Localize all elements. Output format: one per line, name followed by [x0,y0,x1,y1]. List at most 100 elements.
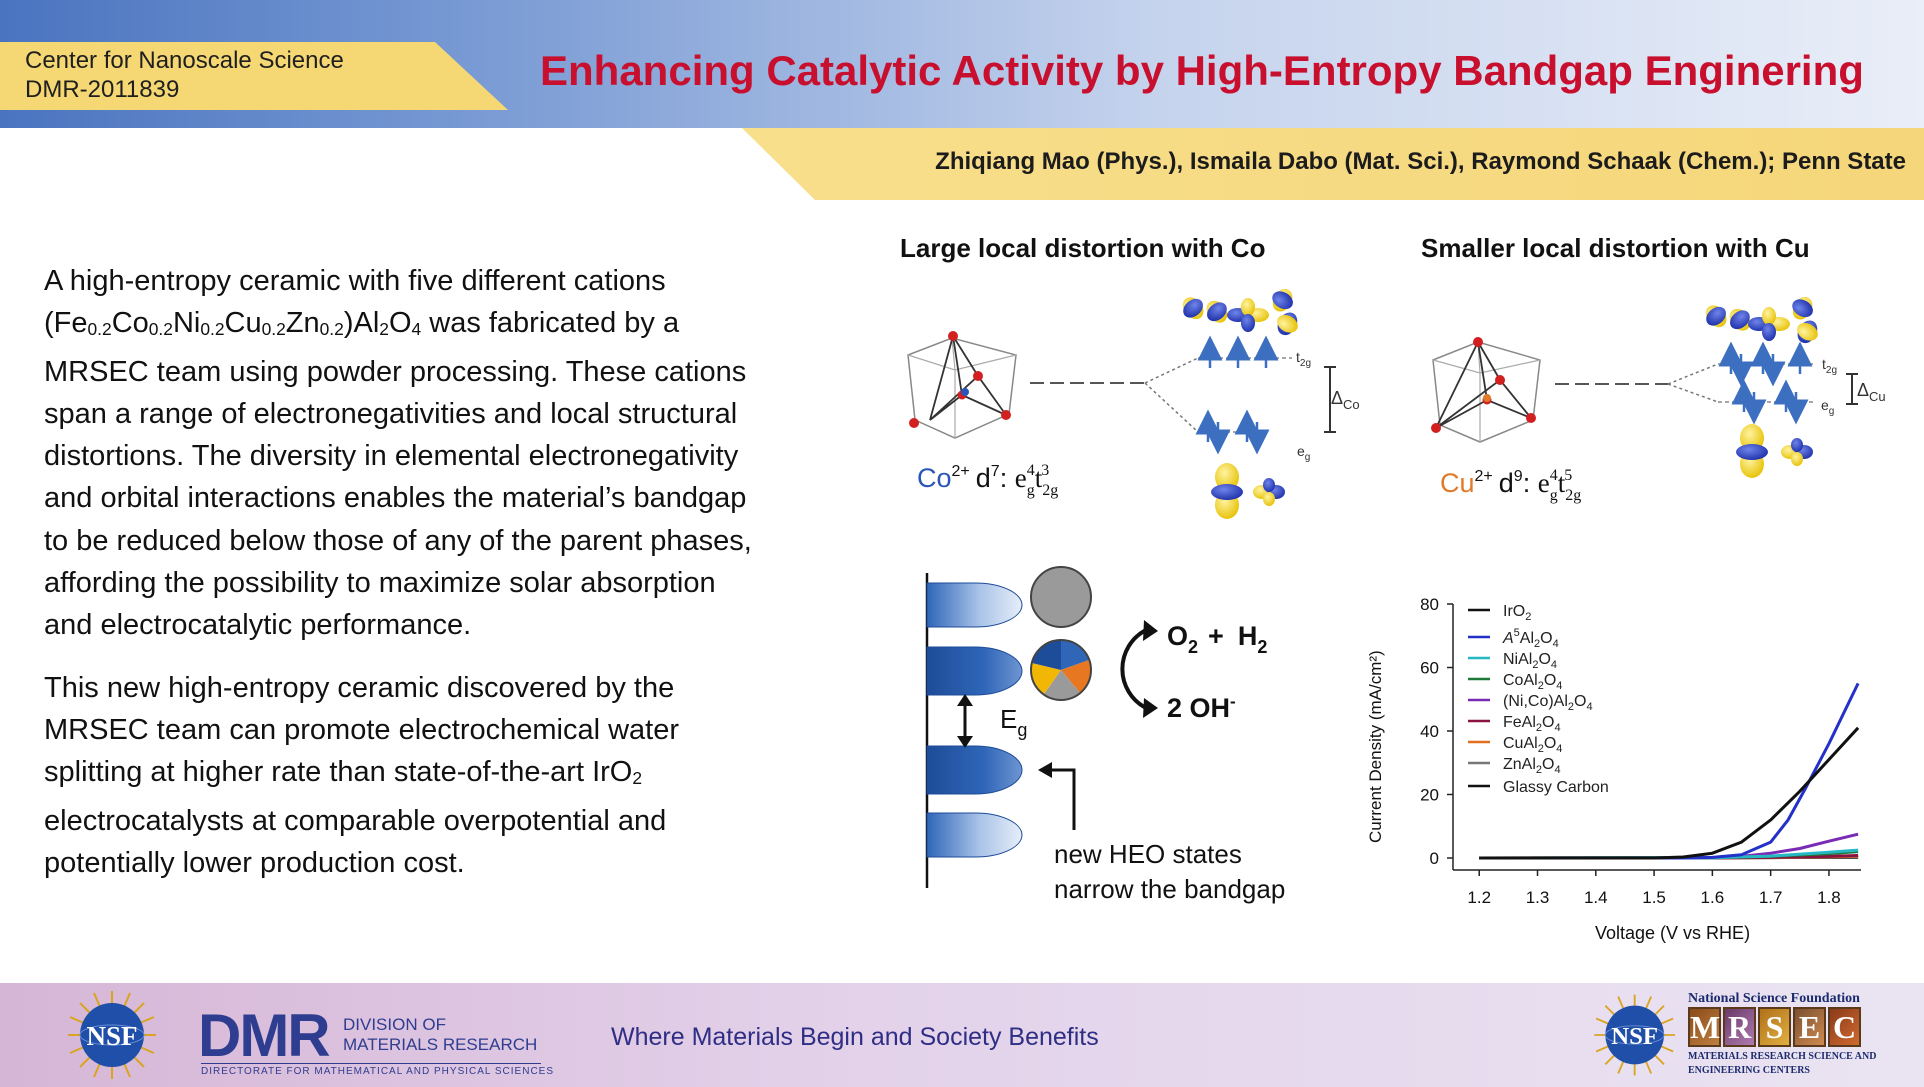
authors: Zhiqiang Mao (Phys.), Ismaila Dabo (Mat.… [935,148,1906,175]
upper-band [926,582,1023,628]
award-number: DMR-2011839 [25,76,180,103]
y-tick-label: 60 [1420,659,1439,678]
heo-line1: new HEO states [1054,839,1242,869]
p1-sub: 0.2 [261,319,286,340]
paragraph-1: A high-entropy ceramic with five differe… [44,260,764,647]
mrsec-letter-e: E [1793,1007,1826,1047]
heo-line2: narrow the bandgap [1054,874,1285,904]
p1-sub: 2 [379,319,389,340]
header-banner: Center for Nanoscale Science DMR-2011839… [0,0,1924,128]
current-density-chart: 1.2 1.3 1.4 1.5 1.6 1.7 1.8 0 20 40 60 80 Voltage (… [1366,595,1861,943]
delta-co: ΔCo [1331,388,1360,412]
cu-octahedron [1431,337,1541,443]
footer-banner: NSF DMR DIVISION OF MATERIALS RESEARCH D… [0,983,1924,1087]
center-name: Center for Nanoscale Science [25,47,344,74]
nsf-logo-right: NSF [1594,994,1675,1076]
series-line-a5al2o4 [1479,682,1860,860]
x-tick-label: 1.4 [1584,888,1608,907]
body-text: A high-entropy ceramic with five differe… [44,260,764,904]
x-tick-label: 1.3 [1526,888,1550,907]
legend-cual2o4: CuAl2O4 [1503,735,1562,755]
legend-feal2o4: FeAl2O4 [1503,714,1561,734]
p1-text-c: Ni [172,307,201,340]
mrsec-line2: ENGINEERING CENTERS [1688,1065,1810,1076]
series-line-iro2 [1479,726,1860,860]
co-octahedron [907,331,1017,439]
p1-sub: 0.2 [87,319,112,340]
p1-sub: 0.2 [200,319,225,340]
co-eg-orbitals [1211,463,1285,519]
cu-caption: Smaller local distortion with Cu [1421,233,1810,263]
slide-title: Enhancing Catalytic Activity by High-Ent… [540,47,1864,94]
dmr-line1: DIVISION OF [343,1015,446,1034]
dmr-directorate: DIRECTORATE FOR MATHEMATICAL AND PHYSICA… [201,1066,555,1077]
dmr-line2: MATERIALS RESEARCH [343,1035,538,1054]
p1-text-a: A high-entropy ceramic with five differe… [44,265,666,340]
nsf-logo-left: NSF [68,991,156,1079]
nsf-foundation-text: National Science Foundation [1688,991,1860,1006]
legend-nial2o4: NiAl2O4 [1503,651,1557,671]
y-tick-label: 0 [1430,849,1439,868]
co-caption: Large local distortion with Co [900,233,1266,263]
nsf-text: NSF [1611,1023,1658,1050]
legend-nicoal2o4: (Ni,Co)Al2O4 [1503,693,1593,713]
legend-a5al2o4: A5Al2O4 [1502,627,1559,650]
x-tick-label: 1.8 [1817,888,1841,907]
pie-atom [1030,639,1092,701]
p1-text-f: )Al [343,307,380,340]
chart-legend: IrO2 A5Al2O4 NiAl2O4 CoAl2O4 (Ni,Co)Al2O… [1468,603,1609,796]
y-axis-label: Current Density (mA/cm²) [1366,650,1385,843]
band-diagram: Eg O2 + H2 2 OH- new HEO states narrow the… [925,566,1285,904]
p1-text-e: Zn [285,307,320,340]
x-tick-label: 1.5 [1642,888,1666,907]
reaction-products: O2 + H2 [1167,621,1267,657]
grey-atom [1030,566,1092,628]
heo-lower-state [926,745,1023,795]
legend-glassy-carbon: Glassy Carbon [1503,779,1609,796]
mrsec-letter-s: S [1758,1007,1791,1047]
co-configuration: Co2+ d7: eg4t2g3 [917,462,1058,499]
legend-coal2o4: CoAl2O4 [1503,672,1562,692]
co-t2g-orbitals [1182,288,1298,336]
dmr-logo: DMR [198,1002,331,1069]
cu-eg-label: eg [1821,397,1834,417]
p1-sub: 4 [411,319,422,340]
co-energy-diagram: t2g eg ΔCo [1030,335,1360,463]
y-tick-label: 40 [1420,722,1439,741]
p1-text-h: was fabricated by a MRSEC team using pow… [44,307,752,642]
mrsec-letter-m: M [1688,1007,1721,1047]
mrsec-letter-r: R [1723,1007,1756,1047]
p1-text-g: O [388,307,412,340]
lower-band [926,812,1023,858]
y-tick-label: 20 [1420,786,1439,805]
x-axis-label: Voltage (V vs RHE) [1595,923,1750,943]
cu-t2g-label: t2g [1822,356,1837,376]
p1-text-d: Cu [224,307,262,340]
reaction-arrow [1120,628,1147,710]
p1-sub: 0.2 [148,319,173,340]
co-t2g-label: t2g [1296,349,1311,369]
paragraph-2: This new high-entropy ceramic discovered… [44,667,764,884]
cu-eg-orbitals [1736,424,1813,478]
x-tick-label: 1.6 [1701,888,1725,907]
tagline: Where Materials Begin and Society Benefi… [611,1023,1099,1051]
mrsec-line1: MATERIALS RESEARCH SCIENCE AND [1688,1051,1877,1062]
co-eg-label: eg [1297,443,1310,463]
delta-cu: ΔCu [1857,380,1886,404]
x-tick-label: 1.2 [1467,888,1491,907]
legend-iro2: IrO2 [1503,603,1531,623]
author-band: Zhiqiang Mao (Phys.), Ismaila Dabo (Mat.… [742,128,1924,200]
dmr-divider [201,1063,541,1064]
nsf-text: NSF [86,1021,137,1051]
mrsec-letter-c: C [1828,1007,1861,1047]
heo-pointer [1046,768,1076,830]
center-tag: Center for Nanoscale Science DMR-2011839 [0,42,508,110]
cu-energy-diagram: t2g eg ΔCu [1555,341,1886,425]
p2-text-b: electrocatalysts at comparable overpoten… [44,804,667,879]
reaction-reactant: 2 OH- [1167,692,1236,723]
p1-sub: 0.2 [319,319,344,340]
p1-text-b: Co [111,307,149,340]
legend-znal2o4: ZnAl2O4 [1503,756,1561,776]
cu-configuration: Cu2+ d9: eg4t2g5 [1440,467,1581,504]
